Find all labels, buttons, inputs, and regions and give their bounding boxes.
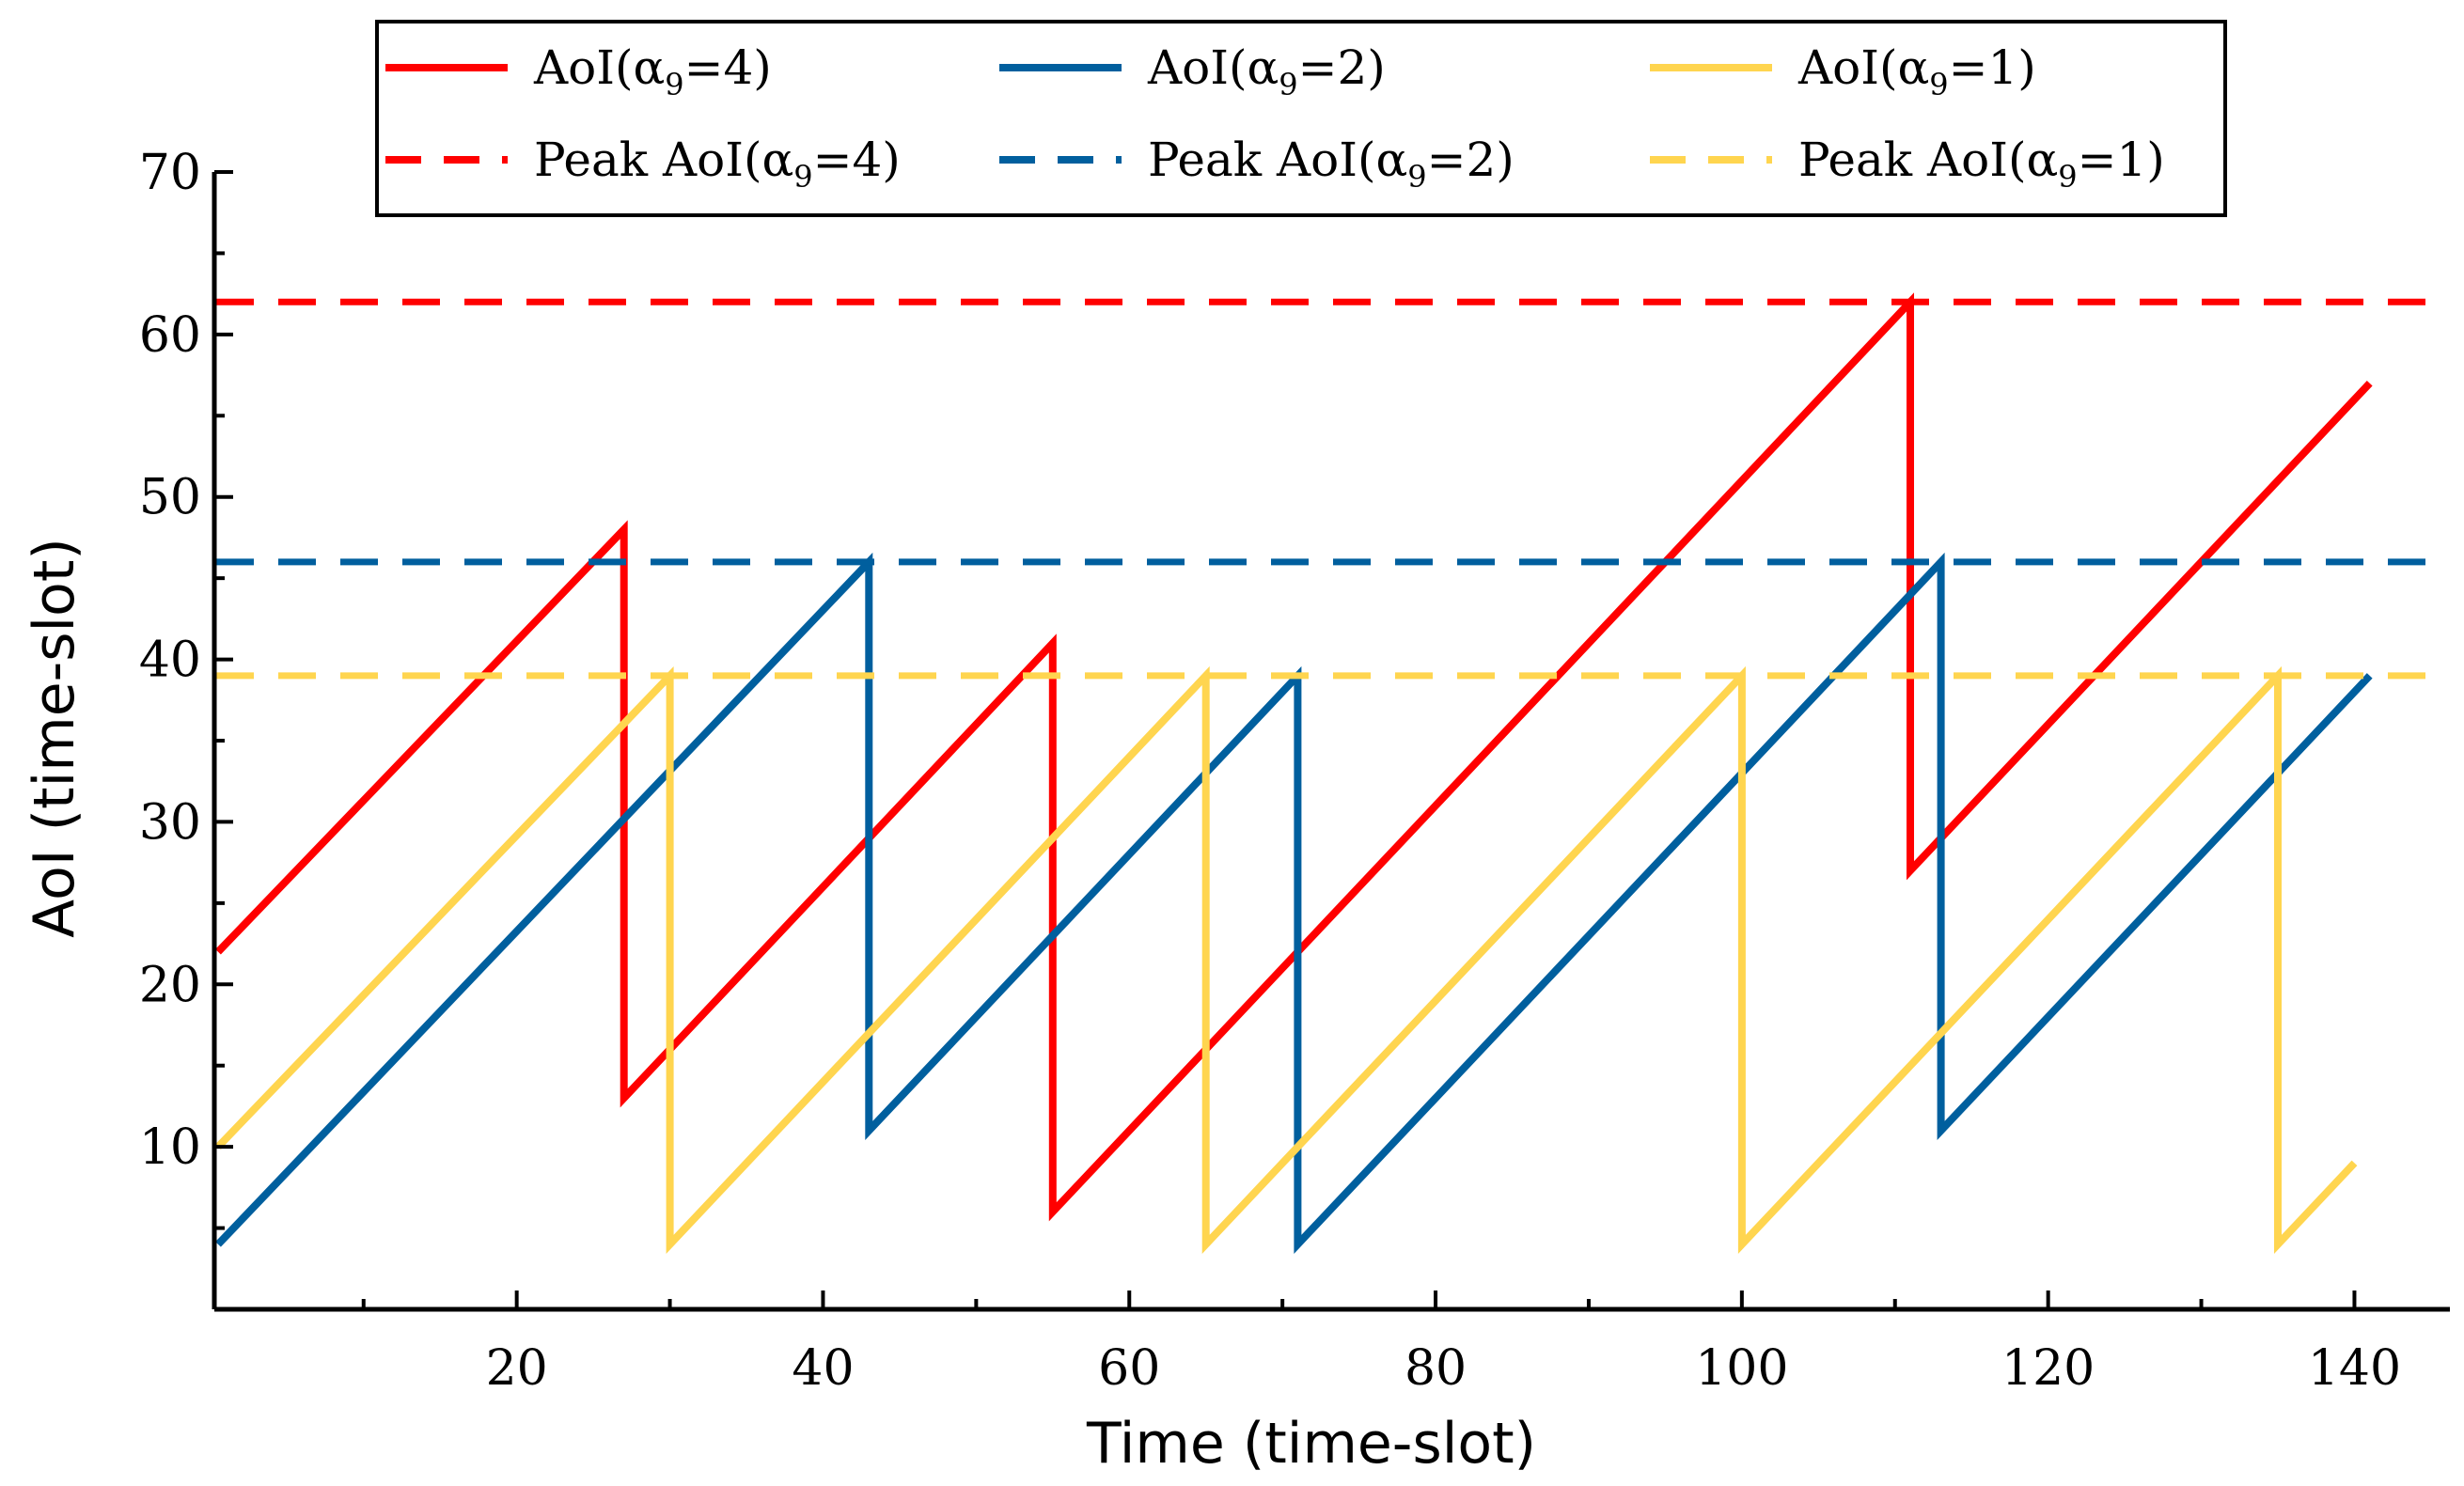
x-tick-label: 100: [1695, 1340, 1788, 1397]
axis-ticks: 20 40 60 80 100 120 140 10 20 30 40 50 60 70: [139, 145, 2401, 1397]
x-tick-label: 60: [1098, 1340, 1160, 1397]
x-tick-label: 80: [1405, 1340, 1467, 1397]
x-tick-label: 40: [792, 1340, 854, 1397]
x-axis-title: Time (time-slot): [1086, 1411, 1536, 1477]
x-tick-label: 140: [2308, 1340, 2401, 1397]
legend-label: Peak AoI(α9=2): [1148, 133, 1514, 195]
legend: AoI(α9=4) AoI(α9=2) AoI(α9=1) Peak AoI(α9=4…: [375, 20, 2227, 217]
y-tick-label: 70: [139, 145, 201, 201]
series-line: [215, 292, 2373, 1222]
legend-label: Peak AoI(α9=1): [1798, 133, 2165, 195]
series-line: [215, 665, 2358, 1254]
plot-area: [215, 292, 2450, 1254]
series-line: [215, 552, 2373, 1254]
legend-box: [375, 20, 2227, 217]
y-tick-label: 30: [139, 794, 201, 851]
legend-label: AoI(α9=4): [533, 40, 772, 102]
y-tick-label: 10: [139, 1119, 201, 1176]
x-tick-label: 120: [2001, 1340, 2095, 1397]
y-tick-label: 60: [139, 307, 201, 364]
legend-label: AoI(α9=1): [1797, 40, 2036, 102]
y-axis-title: AoI (time-slot): [22, 538, 87, 938]
y-tick-label: 50: [139, 470, 201, 526]
y-tick-label: 40: [139, 633, 201, 689]
legend-label: AoI(α9=2): [1147, 40, 1386, 102]
axes: [212, 172, 2450, 1312]
y-tick-label: 20: [139, 957, 201, 1013]
x-tick-label: 20: [486, 1340, 548, 1397]
legend-label: Peak AoI(α9=4): [534, 133, 901, 195]
